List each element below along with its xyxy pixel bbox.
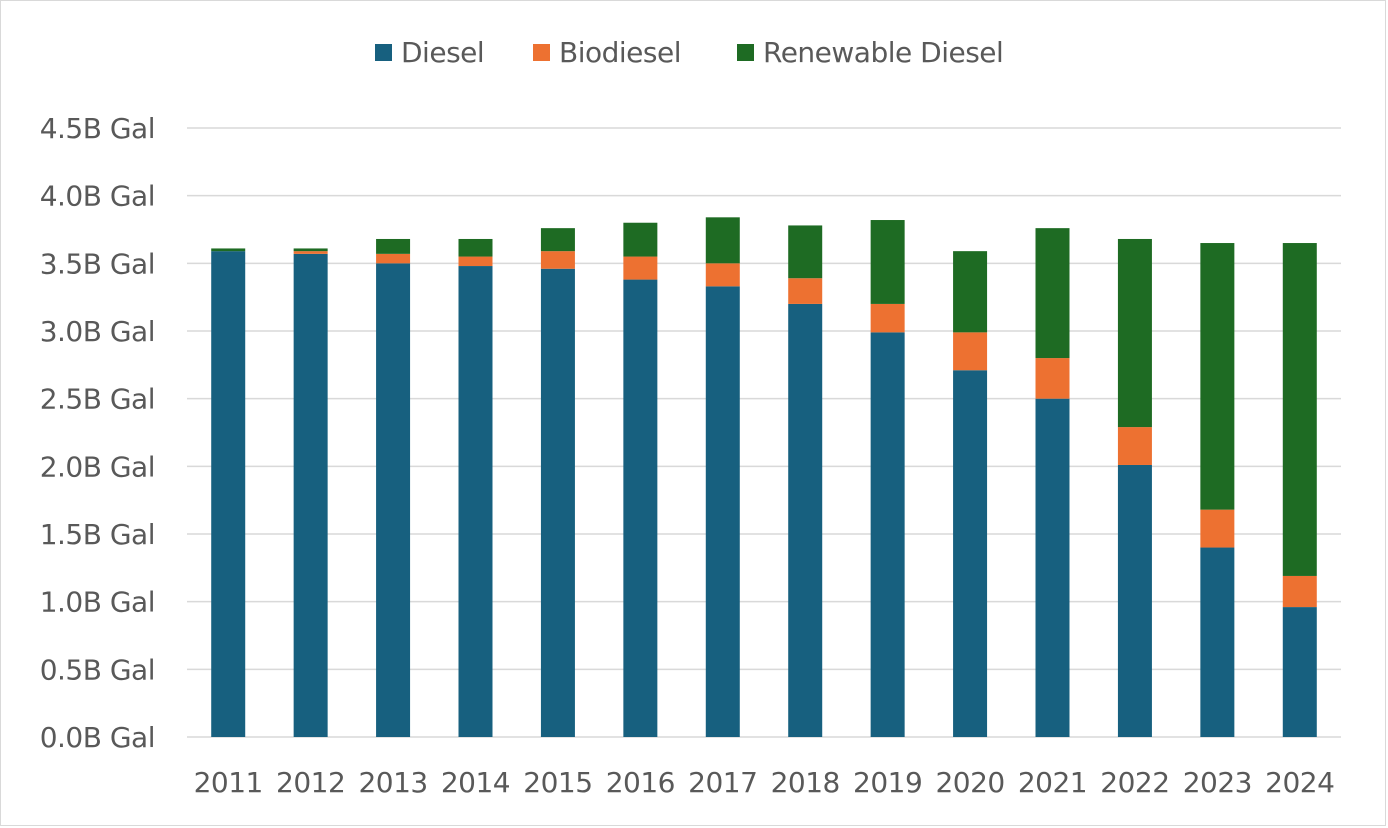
bar-biodiesel-2013 <box>376 253 411 264</box>
bar-renewable-diesel-2014 <box>458 238 493 257</box>
legend-label: Diesel <box>401 36 484 69</box>
bar-diesel-2018 <box>788 303 823 737</box>
x-tick-label: 2024 <box>1265 766 1334 799</box>
y-tick-label: 2.5B Gal <box>40 383 155 416</box>
bars <box>211 217 1317 738</box>
y-tick-label: 1.0B Gal <box>40 586 155 619</box>
legend: Diesel Biodiesel Renewable Diesel <box>375 36 1004 69</box>
bar-biodiesel-2012 <box>293 251 328 254</box>
x-tick-label: 2017 <box>688 766 757 799</box>
x-tick-label: 2018 <box>771 766 840 799</box>
bar-renewable-diesel-2024 <box>1282 243 1317 576</box>
x-tick-label: 2011 <box>194 766 263 799</box>
bar-renewable-diesel-2011 <box>211 248 246 252</box>
bar-renewable-diesel-2017 <box>705 217 740 264</box>
bar-renewable-diesel-2020 <box>953 251 988 333</box>
bar-renewable-diesel-2018 <box>788 225 823 279</box>
bar-renewable-diesel-2015 <box>540 228 575 252</box>
bar-diesel-2011 <box>211 251 246 738</box>
legend-swatch <box>737 44 754 61</box>
bar-biodiesel-2023 <box>1200 509 1235 548</box>
bar-diesel-2020 <box>953 370 988 737</box>
x-tick-label: 2016 <box>606 766 675 799</box>
y-tick-label: 0.0B Gal <box>40 721 155 754</box>
bar-biodiesel-2016 <box>623 256 658 280</box>
bar-biodiesel-2020 <box>953 332 988 371</box>
y-tick-label: 4.0B Gal <box>40 180 155 213</box>
y-axis: 0.0B Gal 0.5B Gal 1.0B Gal 1.5B Gal 2.0B Gal… <box>40 112 156 754</box>
x-tick-label: 2013 <box>358 766 427 799</box>
bar-diesel-2013 <box>376 263 411 737</box>
bar-renewable-diesel-2013 <box>376 238 411 254</box>
bar-diesel-2016 <box>623 279 658 737</box>
bar-biodiesel-2021 <box>1035 358 1070 399</box>
bar-diesel-2015 <box>540 268 575 737</box>
legend-item-biodiesel: Biodiesel <box>533 36 682 69</box>
bar-diesel-2017 <box>705 286 740 737</box>
x-tick-label: 2022 <box>1100 766 1169 799</box>
bar-diesel-2022 <box>1117 464 1152 737</box>
x-tick-label: 2019 <box>853 766 922 799</box>
y-tick-label: 2.0B Gal <box>40 450 155 483</box>
bar-biodiesel-2017 <box>705 263 740 287</box>
x-tick-label: 2023 <box>1183 766 1252 799</box>
bar-biodiesel-2015 <box>540 251 575 269</box>
legend-swatch <box>533 44 550 61</box>
gridlines <box>187 127 1341 738</box>
bar-diesel-2012 <box>293 253 328 738</box>
x-tick-label: 2015 <box>523 766 592 799</box>
bar-renewable-diesel-2023 <box>1200 243 1235 510</box>
legend-label: Renewable Diesel <box>763 36 1003 69</box>
y-tick-label: 1.5B Gal <box>40 518 155 551</box>
legend-item-diesel: Diesel <box>375 36 485 69</box>
x-tick-label: 2021 <box>1018 766 1087 799</box>
bar-diesel-2023 <box>1200 547 1235 737</box>
y-tick-label: 3.5B Gal <box>40 247 155 280</box>
bar-biodiesel-2018 <box>788 278 823 304</box>
bar-biodiesel-2014 <box>458 256 493 267</box>
bar-diesel-2014 <box>458 266 493 737</box>
legend-item-renewable-diesel: Renewable Diesel <box>737 36 1004 69</box>
x-axis: 2011 2012 2013 2014 2015 2016 2017 2018 2019 2020… <box>194 766 1335 799</box>
legend-swatch <box>375 44 392 61</box>
y-tick-label: 3.0B Gal <box>40 315 155 348</box>
x-tick-label: 2014 <box>441 766 510 799</box>
y-tick-label: 4.5B Gal <box>40 112 155 145</box>
bar-diesel-2024 <box>1282 607 1317 737</box>
y-tick-label: 0.5B Gal <box>40 653 155 686</box>
bar-biodiesel-2024 <box>1282 575 1317 608</box>
bar-biodiesel-2022 <box>1117 427 1152 465</box>
bar-diesel-2021 <box>1035 398 1070 737</box>
bar-renewable-diesel-2012 <box>293 248 328 252</box>
x-tick-label: 2020 <box>935 766 1004 799</box>
bar-renewable-diesel-2022 <box>1117 238 1152 428</box>
bar-biodiesel-2019 <box>870 303 905 333</box>
legend-label: Biodiesel <box>559 36 681 69</box>
bar-diesel-2019 <box>870 332 905 737</box>
bar-renewable-diesel-2016 <box>623 222 658 257</box>
bar-renewable-diesel-2021 <box>1035 228 1070 359</box>
x-tick-label: 2012 <box>276 766 345 799</box>
bar-renewable-diesel-2019 <box>870 220 905 304</box>
